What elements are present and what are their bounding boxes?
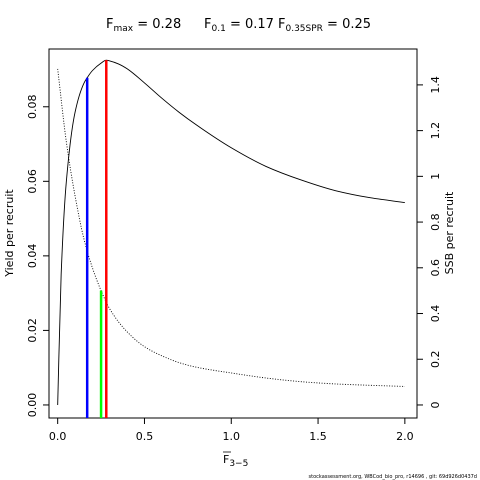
title-fmax-base: F xyxy=(106,17,113,32)
x-tick-label: 0.5 xyxy=(136,430,154,443)
chart-title: Fmax = 0.28 F0.1 = 0.17 F0.35SPR = 0.25 xyxy=(106,17,371,34)
x-tick-label: 0.0 xyxy=(49,430,67,443)
y-right-tick-label: 1.4 xyxy=(429,76,442,94)
x-axis-title: F3−5 xyxy=(223,451,248,469)
y-right-tick-label: 1.2 xyxy=(429,122,442,140)
footer-text: stockassessment.org, WBCod_bio_pro, r146… xyxy=(309,474,477,480)
x-axis: 0.0 0.5 1.0 1.5 2.0 xyxy=(49,418,414,443)
y-right-tick-label: 0.8 xyxy=(429,213,442,231)
title-f01-base: F xyxy=(204,17,211,32)
y-right-tick-label: 0 xyxy=(429,401,442,408)
title-fspr-sub: 0.35SPR xyxy=(285,24,322,34)
title-fspr-base: F xyxy=(278,17,285,32)
x-axis-title-text: F3−5 xyxy=(223,453,248,469)
y-left-tick-label: 0.08 xyxy=(26,95,39,120)
x-axis-title-sub: 3−5 xyxy=(229,459,248,469)
title-fmax-sub: max xyxy=(113,24,133,34)
y-left-tick-label: 0.06 xyxy=(26,169,39,194)
y-right-tick-label: 0.2 xyxy=(429,350,442,368)
title-f01-value: 0.17 xyxy=(245,17,274,32)
y-left-tick-label: 0.02 xyxy=(26,318,39,343)
y-right-tick-label: 1 xyxy=(429,173,442,180)
title-f01-sub: 0.1 xyxy=(211,24,225,34)
curve-layer xyxy=(57,59,405,405)
title-fspr-eq: = xyxy=(323,17,342,32)
x-tick-label: 2.0 xyxy=(396,430,414,443)
title-fmax-value: 0.28 xyxy=(152,17,181,32)
y-left-tick-label: 0.04 xyxy=(26,244,39,269)
reference-line-layer xyxy=(85,60,108,418)
y-right-tick-label: 0.6 xyxy=(429,259,442,277)
y-axis-right: 0 0.2 0.4 0.6 0.8 1 1.2 1.4 xyxy=(417,76,442,408)
title-f01-eq: = xyxy=(226,17,245,32)
title-fspr-value: 0.25 xyxy=(342,17,371,32)
plot-frame xyxy=(48,48,418,419)
x-axis-title-base: F xyxy=(223,453,229,466)
x-tick-label: 1.5 xyxy=(309,430,327,443)
ssb-per-recruit-curve xyxy=(57,68,405,387)
y-right-tick-label: 0.4 xyxy=(429,305,442,323)
y-axis-right-title: SSB per recruit xyxy=(443,191,456,274)
x-tick-label: 1.0 xyxy=(223,430,241,443)
title-fmax-eq: = xyxy=(133,17,152,32)
y-axis-left: 0.00 0.02 0.04 0.06 0.08 xyxy=(26,95,49,418)
yield-per-recruit-curve xyxy=(57,59,405,405)
y-left-tick-label: 0.00 xyxy=(26,393,39,418)
y-axis-left-title: Yield per recruit xyxy=(3,189,16,278)
